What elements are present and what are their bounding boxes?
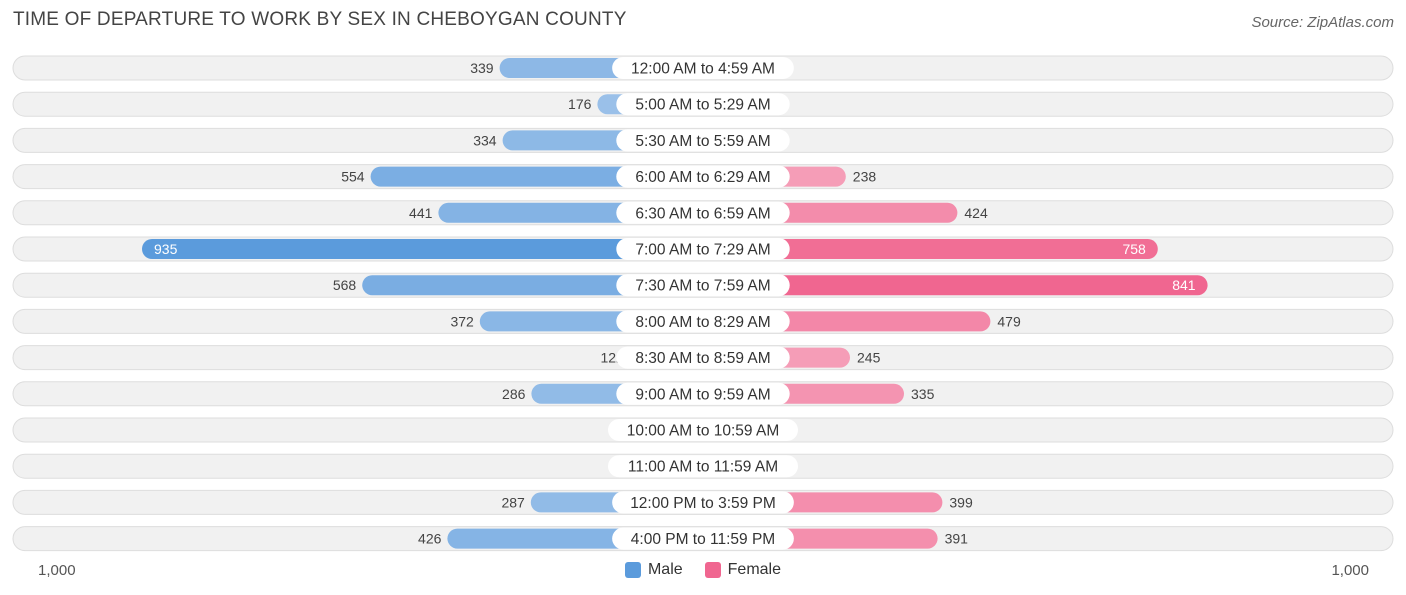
legend: Male Female [0, 561, 1406, 579]
male-value-label: 286 [502, 386, 526, 402]
female-value-label: 399 [949, 494, 973, 510]
female-value-label: 238 [853, 169, 877, 185]
category-label: 8:00 AM to 8:29 AM [635, 314, 770, 331]
male-value-label: 935 [154, 241, 178, 257]
category-pill [616, 93, 790, 116]
category-pill [612, 491, 794, 514]
female-bar[interactable] [693, 275, 1208, 296]
axis-right-label: 1,000 [1331, 562, 1369, 579]
legend-label-male: Male [647, 561, 683, 578]
category-label: 12:00 PM to 3:59 PM [630, 495, 776, 512]
male-bar[interactable] [142, 239, 713, 259]
category-pill [616, 382, 790, 405]
category-label: 4:00 PM to 11:59 PM [631, 531, 775, 548]
category-pill [616, 274, 790, 297]
female-value-label: 424 [964, 205, 988, 221]
male-value-label: 339 [470, 60, 494, 76]
category-pill [612, 57, 794, 79]
male-value-label: 426 [418, 531, 442, 547]
category-label: 6:00 AM to 6:29 AM [635, 169, 770, 186]
category-label: 11:00 AM to 11:59 AM [628, 459, 778, 476]
category-pill [616, 238, 790, 260]
legend-swatch-male [624, 562, 641, 578]
female-value-label: 758 [1122, 241, 1146, 257]
legend-swatch-female [704, 562, 721, 578]
female-value-label: 391 [945, 531, 969, 547]
source-label: Source: ZipAtlas.com [1251, 14, 1394, 31]
female-bar[interactable] [693, 239, 1158, 259]
male-value-label: 334 [473, 132, 497, 148]
category-label: 5:00 AM to 5:29 AM [635, 97, 770, 114]
category-pill [608, 455, 798, 478]
category-label: 6:30 AM to 6:59 AM [635, 205, 770, 222]
category-pill [616, 310, 790, 333]
male-value-label: 441 [409, 205, 433, 221]
category-label: 7:00 AM to 7:29 AM [635, 242, 770, 259]
male-value-label: 372 [450, 313, 474, 329]
category-label: 7:30 AM to 7:59 AM [635, 278, 770, 295]
category-pill [616, 346, 790, 369]
category-label: 8:30 AM to 8:59 AM [635, 350, 770, 367]
category-pill [612, 527, 794, 550]
category-pill [608, 419, 798, 441]
chart-title: TIME OF DEPARTURE TO WORK BY SEX IN CHEB… [13, 9, 627, 30]
male-value-label: 287 [501, 494, 525, 510]
legend-item-female: Female [704, 561, 782, 579]
category-label: 9:00 AM to 9:59 AM [635, 386, 770, 403]
male-value-label: 568 [333, 277, 357, 293]
category-pill [616, 201, 790, 224]
axis-left-label: 1,000 [38, 562, 76, 579]
category-pill [616, 165, 790, 188]
female-value-label: 479 [997, 313, 1021, 329]
category-label: 12:00 AM to 4:59 AM [631, 61, 775, 78]
legend-item-male: Male [624, 561, 683, 579]
category-pill [616, 129, 790, 152]
male-value-label: 176 [568, 96, 592, 112]
legend-label-female: Female [727, 561, 782, 578]
category-label: 5:30 AM to 5:59 AM [635, 133, 770, 150]
male-value-label: 554 [341, 169, 365, 185]
female-value-label: 335 [911, 386, 935, 402]
female-value-label: 245 [857, 350, 881, 366]
category-label: 10:00 AM to 10:59 AM [627, 423, 780, 440]
female-value-label: 841 [1172, 277, 1196, 293]
